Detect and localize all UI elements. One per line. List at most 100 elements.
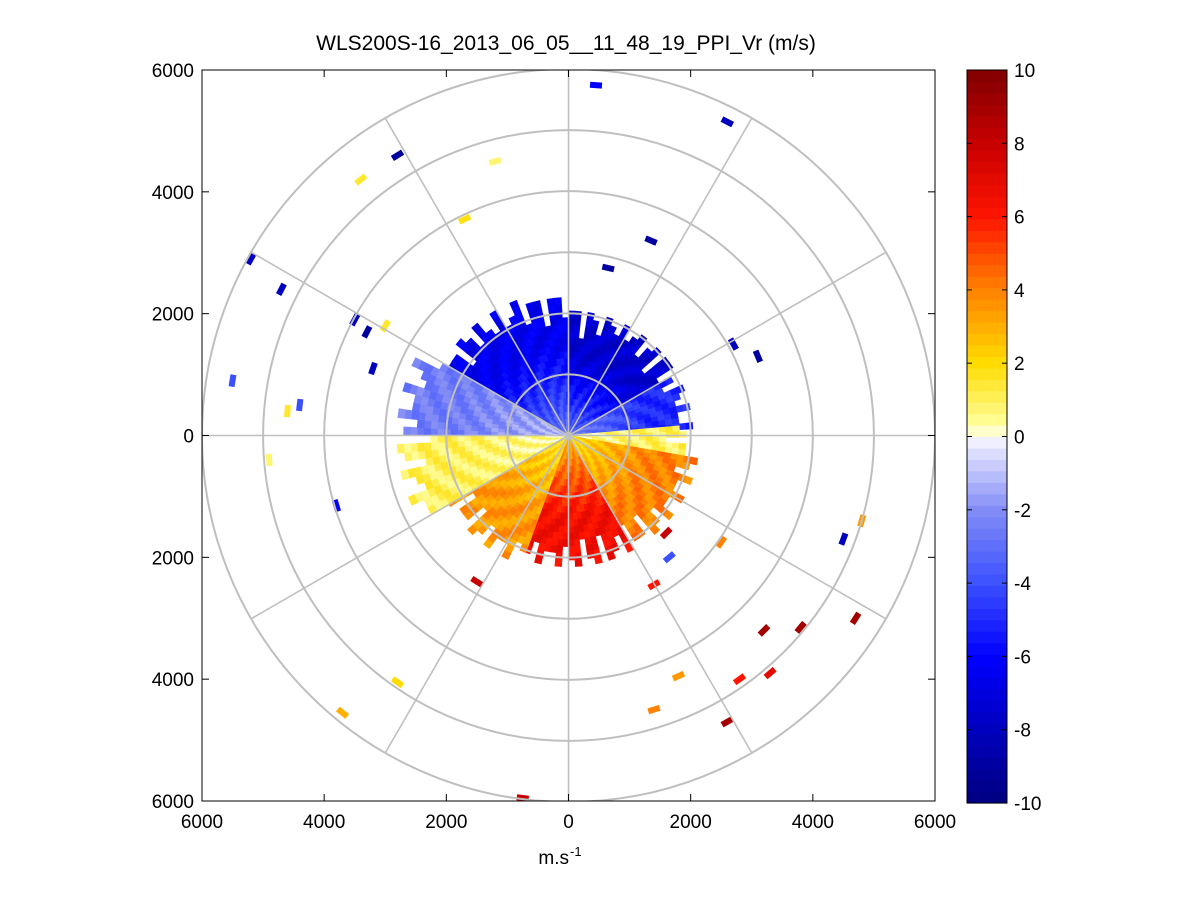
velocity-cell	[618, 430, 627, 435]
colorbar-tick-label: 10	[1014, 61, 1035, 82]
colorbar-swatch	[967, 241, 1007, 254]
velocity-cell	[562, 323, 569, 332]
colorbar: 10 8 6 4 2 0 -2 -4 -6 -8 -10	[966, 61, 1041, 815]
colorbar-swatch	[967, 734, 1007, 747]
colorbar-swatch	[967, 333, 1007, 346]
velocity-cell	[450, 422, 459, 431]
velocity-cell	[573, 545, 582, 554]
colorbar-swatch	[967, 573, 1007, 586]
velocity-cell	[550, 324, 558, 333]
velocity-cell	[568, 532, 575, 541]
colorbar-swatch	[967, 321, 1007, 335]
colorbar-swatch	[967, 150, 1007, 163]
velocity-cell	[568, 317, 576, 325]
scatter-point	[732, 673, 747, 686]
velocity-cell	[557, 330, 564, 339]
velocity-cell	[452, 353, 463, 365]
colorbar-tick-label: 2	[1014, 354, 1025, 375]
velocity-cell	[424, 412, 433, 422]
velocity-cell	[556, 539, 564, 547]
x-tick-label: 0	[563, 812, 574, 833]
scatter-point	[390, 149, 405, 161]
x-tick-label: 2000	[425, 812, 467, 833]
velocity-cell	[649, 524, 661, 536]
colorbar-swatch	[967, 184, 1007, 197]
velocity-cell	[410, 410, 420, 421]
velocity-cell	[659, 431, 667, 438]
velocity-cell	[403, 426, 411, 436]
velocity-cell	[483, 439, 492, 445]
colorbar-swatch	[967, 447, 1007, 460]
scatter-point	[245, 252, 257, 266]
colorbar-tick-label: 0	[1014, 428, 1025, 449]
scatter-point	[354, 173, 368, 186]
velocity-cell	[416, 442, 425, 452]
colorbar-swatch	[967, 528, 1007, 541]
velocity-cell	[463, 440, 472, 447]
scatter-point	[601, 263, 615, 273]
velocity-cell	[658, 436, 667, 443]
x-axis-label-exponent: -1	[570, 844, 582, 859]
x-axis-label: m.s	[538, 848, 569, 869]
colorbar-swatch	[967, 218, 1007, 231]
scatter-point	[589, 81, 603, 89]
velocity-cell	[437, 448, 446, 457]
velocity-cell	[430, 427, 438, 436]
scatter-point	[671, 670, 686, 682]
scatter-point	[457, 213, 472, 225]
scatter-point	[849, 611, 862, 625]
velocity-cell	[423, 420, 432, 429]
velocity-cell	[559, 350, 565, 359]
colorbar-swatch	[967, 276, 1007, 289]
colorbar-swatch	[967, 356, 1007, 369]
velocity-cell	[561, 317, 569, 325]
velocity-cell	[410, 450, 420, 461]
scatter-point	[727, 337, 739, 351]
velocity-cell	[554, 559, 563, 567]
colorbar-swatch	[967, 459, 1007, 472]
spoke-line	[567, 117, 753, 436]
velocity-cell	[547, 304, 556, 313]
colorbar-swatch	[967, 711, 1007, 724]
velocity-cell	[411, 357, 422, 369]
velocity-sector-8	[396, 435, 566, 516]
y-tick-label: 6000	[152, 61, 194, 82]
colorbar-swatch	[967, 299, 1007, 312]
colorbar-tick-label: -4	[1014, 574, 1031, 595]
velocity-cell	[410, 443, 419, 453]
velocity-cell	[549, 317, 558, 327]
velocity-cell	[483, 538, 494, 550]
scatter-point	[228, 374, 237, 388]
velocity-cell	[467, 524, 478, 536]
velocity-cell	[463, 429, 472, 436]
x-tick-label: 4000	[792, 812, 834, 833]
colorbar-swatch	[967, 287, 1007, 300]
colorbar-swatch	[967, 482, 1007, 495]
scatter-point	[794, 620, 807, 634]
colorbar-swatch	[967, 665, 1007, 678]
polar-grid	[202, 70, 935, 801]
colorbar-swatch	[967, 344, 1007, 357]
y-tick-label: 2000	[152, 548, 194, 569]
velocity-cell	[450, 446, 460, 455]
colorbar-swatch	[967, 688, 1007, 701]
scatter-point	[838, 532, 849, 546]
velocity-cell	[607, 325, 617, 335]
velocity-cell	[573, 324, 581, 332]
colorbar-swatch	[967, 722, 1007, 735]
colorbar-swatch	[967, 562, 1007, 575]
velocity-cell	[645, 427, 654, 434]
scatter-point	[390, 676, 405, 689]
colorbar-swatch	[967, 516, 1007, 529]
velocity-cell	[683, 475, 694, 486]
velocity-cell	[652, 427, 660, 433]
velocity-cell	[671, 392, 681, 402]
scatter-point	[296, 398, 304, 412]
colorbar-swatch	[967, 425, 1007, 438]
scatter-point	[361, 325, 373, 339]
scatter-point	[379, 319, 391, 333]
velocity-cell	[456, 435, 465, 442]
velocity-cell	[436, 428, 445, 436]
colorbar-tick-label: -2	[1014, 501, 1031, 522]
